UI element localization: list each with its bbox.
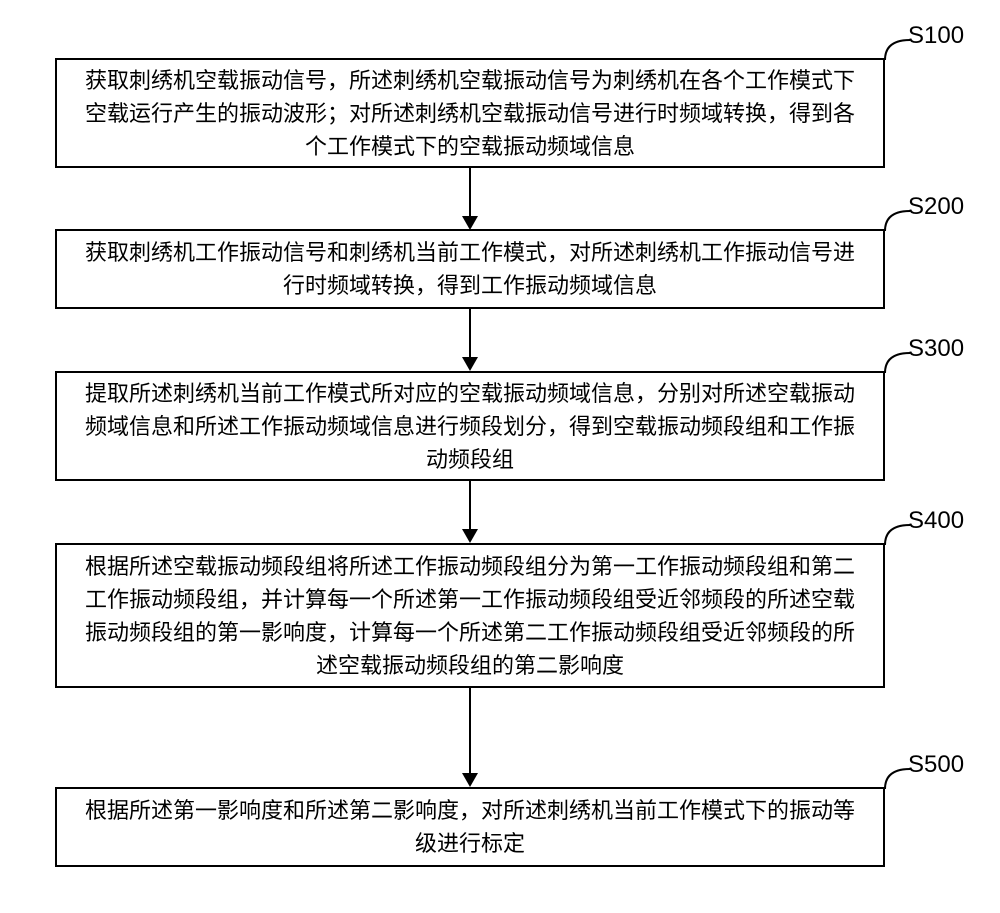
connector-curve-s400 [875, 523, 915, 553]
connector-curve-s300 [875, 351, 915, 381]
step-label-s400: S400 [908, 507, 964, 535]
arrow-line [469, 309, 471, 357]
arrow-s300-s400 [462, 481, 478, 543]
arrow-s200-s300 [462, 309, 478, 371]
arrow-head-icon [462, 529, 478, 543]
step-label-s100: S100 [908, 22, 964, 50]
step-box-s400: 根据所述空载振动频段组将所述工作振动频段组分为第一工作振动频段组和第二工作振动频… [55, 543, 885, 688]
step-box-s100: 获取刺绣机空载振动信号，所述刺绣机空载振动信号为刺绣机在各个工作模式下空载运行产… [55, 58, 885, 168]
connector-curve-s500 [875, 767, 915, 797]
arrow-s400-s500 [462, 688, 478, 787]
step-text-s100: 获取刺绣机空载振动信号，所述刺绣机空载振动信号为刺绣机在各个工作模式下空载运行产… [77, 64, 863, 163]
step-label-s200: S200 [908, 193, 964, 221]
arrow-head-icon [462, 357, 478, 371]
arrow-line [469, 168, 471, 216]
connector-curve-s200 [875, 209, 915, 239]
step-label-s500: S500 [908, 751, 964, 779]
step-text-s300: 提取所述刺绣机当前工作模式所对应的空载振动频域信息，分别对所述空载振动频域信息和… [77, 377, 863, 476]
step-label-s300: S300 [908, 335, 964, 363]
arrow-head-icon [462, 773, 478, 787]
step-text-s500: 根据所述第一影响度和所述第二影响度，对所述刺绣机当前工作模式下的振动等级进行标定 [77, 794, 863, 860]
step-box-s500: 根据所述第一影响度和所述第二影响度，对所述刺绣机当前工作模式下的振动等级进行标定 [55, 787, 885, 867]
connector-curve-s100 [875, 38, 915, 68]
arrow-head-icon [462, 216, 478, 230]
step-box-s300: 提取所述刺绣机当前工作模式所对应的空载振动频域信息，分别对所述空载振动频域信息和… [55, 371, 885, 481]
step-text-s400: 根据所述空载振动频段组将所述工作振动频段组分为第一工作振动频段组和第二工作振动频… [77, 550, 863, 682]
step-text-s200: 获取刺绣机工作振动信号和刺绣机当前工作模式，对所述刺绣机工作振动信号进行时频域转… [77, 236, 863, 302]
arrow-line [469, 688, 471, 773]
arrow-line [469, 481, 471, 529]
flowchart-container: 获取刺绣机空载振动信号，所述刺绣机空载振动信号为刺绣机在各个工作模式下空载运行产… [0, 0, 1000, 913]
arrow-s100-s200 [462, 168, 478, 230]
step-box-s200: 获取刺绣机工作振动信号和刺绣机当前工作模式，对所述刺绣机工作振动信号进行时频域转… [55, 229, 885, 309]
